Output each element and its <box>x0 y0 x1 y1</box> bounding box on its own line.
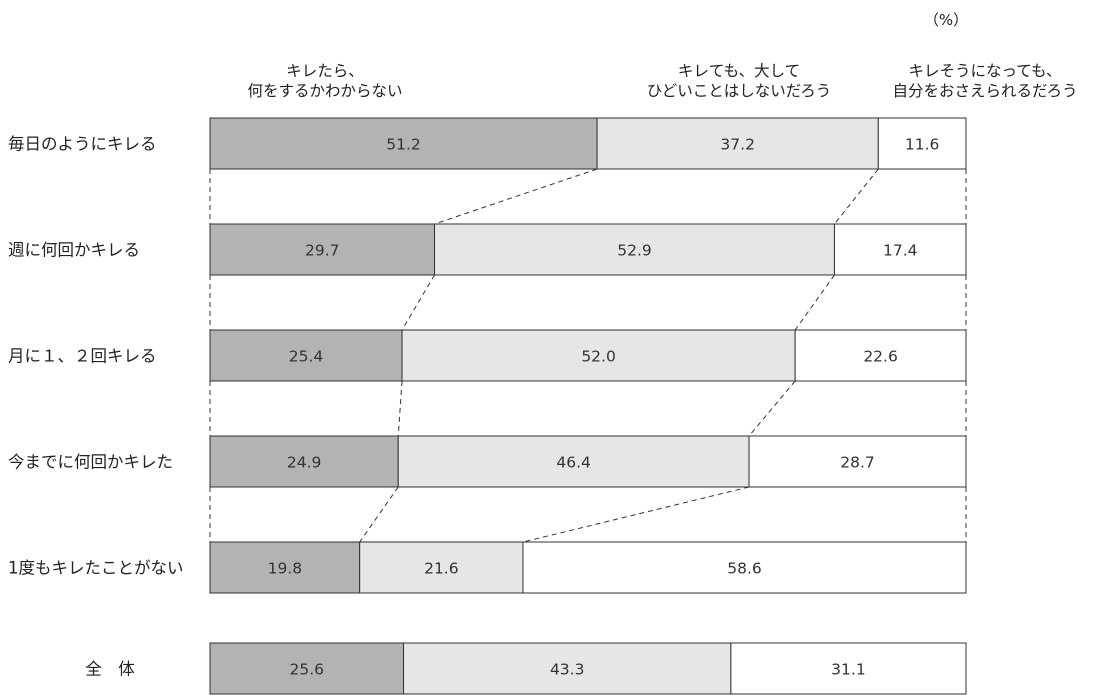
bars <box>209 117 967 695</box>
legend-line: 何をするかわからない <box>247 82 402 100</box>
bar-2-series-1 <box>209 223 436 276</box>
connector-line <box>401 274 435 331</box>
value-label: 58.6 <box>727 560 762 578</box>
value-label: 11.6 <box>905 136 940 154</box>
legend-label-series-1: キレたら、何をするかわからない <box>247 62 402 100</box>
bar-6-series-3 <box>730 642 967 695</box>
value-label: 31.1 <box>831 661 866 679</box>
connector-line <box>834 168 879 225</box>
category-label: 1度もキレたことがない <box>8 559 184 578</box>
value-label: 24.9 <box>287 454 322 472</box>
category-label: 月に１、２回キレる <box>8 347 157 366</box>
legend-label-series-2: キレても、大してひどいことはしないだろう <box>647 62 832 100</box>
bar-1-series-3 <box>877 117 967 170</box>
connector-line <box>397 380 403 437</box>
value-label: 52.9 <box>617 242 652 260</box>
legend-line: 自分をおさえられるだろう <box>892 82 1077 100</box>
unit-label: （%） <box>924 11 968 29</box>
legend-line: キレても、大して <box>678 62 800 80</box>
legend-line: キレそうになっても、 <box>909 62 1062 80</box>
category-label: 今までに何回かキレた <box>8 453 173 472</box>
value-label: 52.0 <box>581 348 616 366</box>
bar-5-series-1 <box>209 541 361 594</box>
value-label: 37.2 <box>720 136 755 154</box>
value-label: 19.8 <box>268 560 303 578</box>
category-label: 全 体 <box>85 660 135 679</box>
bar-1-series-2 <box>596 117 879 170</box>
legend-label-series-3: キレそうになっても、自分をおさえられるだろう <box>892 62 1077 100</box>
bar-2-series-2 <box>434 223 835 276</box>
value-label: 17.4 <box>883 242 918 260</box>
bar-5-series-3 <box>522 541 967 594</box>
bar-6-series-2 <box>403 642 732 695</box>
value-label: 22.6 <box>863 348 898 366</box>
value-label: 25.4 <box>289 348 324 366</box>
connector-line <box>794 274 835 331</box>
bar-4-series-1 <box>209 435 399 488</box>
bar-3-series-3 <box>794 329 967 382</box>
value-label: 25.6 <box>290 661 325 679</box>
value-label: 21.6 <box>424 560 459 578</box>
bar-2-series-3 <box>833 223 967 276</box>
bar-3-series-1 <box>209 329 403 382</box>
bar-3-series-2 <box>401 329 796 382</box>
connector-line <box>434 168 598 225</box>
value-label: 46.4 <box>556 454 591 472</box>
connector-line <box>522 486 750 543</box>
legend-line: キレたら、 <box>286 62 364 80</box>
value-label: 43.3 <box>550 661 585 679</box>
connector-line <box>748 380 796 437</box>
value-label: 51.2 <box>386 136 421 154</box>
category-label: 週に何回かキレる <box>8 241 140 260</box>
category-label: 毎日のようにキレる <box>8 135 157 154</box>
connector-line <box>359 486 399 543</box>
value-label: 28.7 <box>840 454 875 472</box>
bar-4-series-3 <box>748 435 967 488</box>
connector-lines <box>209 168 967 543</box>
labels: 51.2 37.2 11.6 毎日のようにキレる 29.7 52.9 17.4 週に何回かキレ… <box>8 11 1078 679</box>
bar-1-series-1 <box>209 117 598 170</box>
value-label: 29.7 <box>305 242 340 260</box>
bar-6-series-1 <box>209 642 405 695</box>
legend-line: ひどいことはしないだろう <box>647 82 832 100</box>
bar-5-series-2 <box>359 541 524 594</box>
